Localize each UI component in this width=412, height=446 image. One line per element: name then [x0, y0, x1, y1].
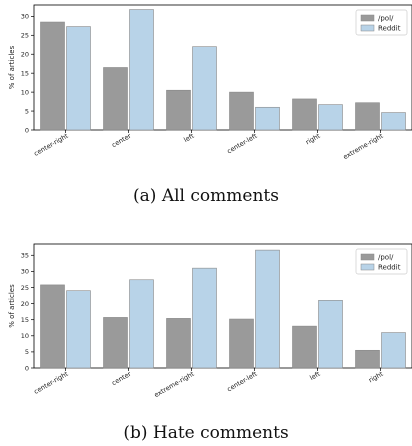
y-tick-label: 30: [21, 268, 29, 276]
y-tick-label: 30: [21, 13, 29, 21]
bar-reddit: [192, 46, 217, 131]
y-tick-label: 35: [21, 252, 29, 260]
y-axis-label: % of articles: [8, 284, 16, 328]
y-tick-label: 0: [25, 364, 29, 372]
chart-all-comments: 0 5 10 15 20 25 30 % of articles center-right cen…: [8, 4, 412, 162]
bar-pol: [292, 98, 317, 131]
x-tick-label: extreme-right: [153, 370, 196, 400]
bar-reddit: [129, 279, 154, 369]
y-tick-label: 15: [21, 316, 29, 324]
bar-reddit: [192, 267, 217, 369]
legend-label: Reddit: [378, 25, 401, 33]
y-tick-label: 5: [25, 107, 29, 115]
bar-pol: [40, 21, 65, 131]
legend-swatch: [360, 253, 375, 261]
x-tick-label: center-left: [226, 132, 259, 156]
y-tick-label: 0: [25, 126, 29, 134]
legend: /pol/Reddit: [355, 248, 408, 275]
x-tick-label: center: [110, 132, 132, 150]
legend-swatch: [360, 14, 375, 22]
bar-pol: [292, 325, 317, 369]
bar-reddit: [318, 300, 343, 369]
x-tick-label: center-left: [226, 370, 259, 394]
bar-pol: [355, 102, 380, 131]
x-tick-label: left: [308, 370, 322, 382]
x-tick-label: center-right: [32, 370, 69, 396]
legend-label: /pol/: [378, 15, 394, 23]
bar-reddit: [318, 104, 343, 131]
bar-reddit: [381, 332, 406, 369]
y-tick-label: 15: [21, 69, 29, 77]
x-tick-label: center-right: [32, 132, 69, 158]
x-tick-label: right: [367, 370, 385, 385]
legend: /pol/Reddit: [355, 9, 408, 36]
bar-reddit: [255, 106, 280, 131]
bar-pol: [355, 349, 380, 369]
x-tick-label: right: [304, 132, 322, 147]
plot-frame: [33, 4, 412, 131]
bar-pol: [166, 89, 191, 131]
bar-reddit: [381, 112, 406, 131]
y-tick-label: 25: [21, 284, 29, 292]
chart-hate-comments: 0 5 10 15 20 25 30 35 % of articles center-right c…: [8, 243, 412, 400]
y-tick-label: 20: [21, 300, 29, 308]
y-tick-label: 25: [21, 32, 29, 40]
legend-label: Reddit: [378, 264, 401, 272]
bar-reddit: [255, 249, 280, 369]
plot-frame: [33, 243, 412, 369]
x-tick-label: center: [110, 370, 132, 388]
bar-pol: [103, 317, 128, 369]
caption-hate-comments: (b) Hate comments: [123, 423, 289, 443]
y-tick-label: 10: [21, 332, 29, 340]
legend-swatch: [360, 24, 375, 32]
legend-swatch: [360, 263, 375, 271]
bar-reddit: [66, 26, 91, 131]
y-tick-label: 20: [21, 51, 29, 59]
bar-pol: [229, 91, 254, 131]
bar-pol: [229, 318, 254, 369]
bar-pol: [166, 318, 191, 369]
bar-pol: [103, 67, 128, 131]
y-tick-label: 10: [21, 88, 29, 96]
caption-all-comments: (a) All comments: [133, 186, 279, 206]
y-tick-label: 5: [25, 348, 29, 356]
legend-label: /pol/: [378, 254, 394, 262]
bar-reddit: [129, 9, 154, 131]
x-tick-label: left: [182, 132, 196, 144]
bar-pol: [40, 284, 65, 369]
x-tick-label: extreme-right: [342, 132, 385, 162]
y-axis-label: % of articles: [8, 45, 16, 89]
bar-reddit: [66, 290, 91, 369]
